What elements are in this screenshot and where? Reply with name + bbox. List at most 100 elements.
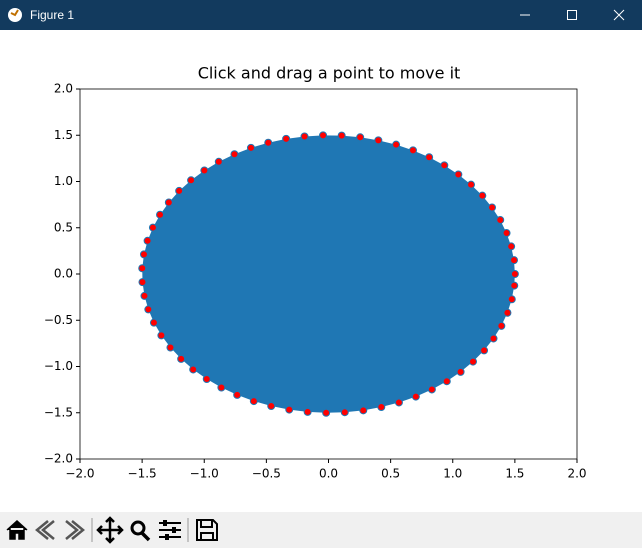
vertex-marker <box>356 133 365 142</box>
polygon <box>142 135 515 413</box>
vertex-marker <box>164 198 173 207</box>
forward-button[interactable] <box>65 520 85 540</box>
home-button[interactable] <box>6 519 28 540</box>
chart-title: Click and drag a point to move it <box>198 64 461 83</box>
y-tick-label: −2.0 <box>44 452 73 466</box>
x-tick-label: 0.5 <box>381 467 400 481</box>
x-tick-label: 1.5 <box>505 467 524 481</box>
vertex-marker <box>496 215 505 224</box>
title-bar-icons <box>8 8 625 22</box>
vertex-marker <box>177 354 186 363</box>
vertex-marker <box>456 367 465 376</box>
vertex-marker <box>139 250 148 259</box>
vertex-marker <box>411 392 420 401</box>
vertex-marker <box>230 150 239 159</box>
vertex-marker <box>264 138 273 147</box>
vertex-marker <box>319 131 328 140</box>
vertex-marker <box>425 153 434 162</box>
figure: Click and drag a point to move it −2.0 −1… <box>44 64 587 481</box>
vertex-marker <box>440 161 449 170</box>
vertex-marker <box>214 157 223 166</box>
vertex-marker <box>394 398 403 407</box>
vertex-marker <box>469 357 478 366</box>
vertex-marker <box>282 134 291 143</box>
vertex-marker <box>374 136 383 145</box>
vertex-marker <box>427 385 436 394</box>
toolbar-icons <box>6 516 218 544</box>
vertex-marker <box>189 365 198 374</box>
vertex-marker <box>300 132 309 141</box>
x-tick-label: 1.0 <box>443 467 462 481</box>
window-title: Figure 1 <box>30 8 75 22</box>
maximize-button[interactable] <box>567 10 577 20</box>
vertex-marker <box>246 143 255 152</box>
vertex-marker <box>285 405 294 414</box>
vertex-marker <box>267 401 276 410</box>
vertex-marker <box>187 176 196 185</box>
title-bar: Figure 1 <box>0 0 642 30</box>
pan-button[interactable] <box>96 516 124 544</box>
vertex-marker <box>507 295 516 304</box>
y-tick-label: 1.5 <box>54 128 73 142</box>
configure-button[interactable] <box>159 522 181 538</box>
y-tick-label: 0.0 <box>54 267 73 281</box>
vertex-marker <box>359 406 368 415</box>
vertex-marker <box>249 397 258 406</box>
vertex-marker <box>233 390 242 399</box>
vertex-marker <box>144 305 153 314</box>
close-button[interactable] <box>613 9 625 21</box>
vertex-marker <box>138 264 147 273</box>
vertex-marker <box>340 408 349 417</box>
vertex-marker <box>497 321 506 330</box>
vertex-marker <box>480 346 489 355</box>
x-tick-label: 0.0 <box>319 467 338 481</box>
vertex-marker <box>149 318 158 327</box>
vertex-marker <box>467 180 476 189</box>
vertex-marker <box>510 281 519 290</box>
save-button[interactable] <box>196 519 218 541</box>
vertex-marker <box>489 334 498 343</box>
y-tick-label: −0.5 <box>44 313 73 327</box>
vertex-marker <box>148 223 157 232</box>
vertex-marker <box>442 377 451 386</box>
vertex-marker <box>478 191 487 200</box>
vertex-marker <box>166 343 175 352</box>
vertex-marker <box>502 229 511 238</box>
vertex-marker <box>322 408 331 417</box>
y-tick-label: −1.5 <box>44 405 73 419</box>
vertex-marker <box>157 331 166 340</box>
y-tick-label: 1.0 <box>54 174 73 188</box>
back-button[interactable] <box>35 520 55 540</box>
zoom-button[interactable] <box>130 520 146 536</box>
x-tick-label: −2.0 <box>65 467 94 481</box>
app-icon-detail <box>10 9 19 17</box>
vertex-marker <box>392 140 401 149</box>
vertex-marker <box>337 131 346 140</box>
toolbar <box>0 512 642 548</box>
vertex-marker <box>507 242 516 251</box>
x-tick-label: −0.5 <box>252 467 281 481</box>
vertex-marker <box>156 210 165 219</box>
vertex-marker <box>510 270 519 278</box>
x-tick-label: 2.0 <box>567 467 586 481</box>
y-tick-label: 2.0 <box>54 82 73 96</box>
vertex-marker <box>510 256 519 265</box>
y-tick-label: 0.5 <box>54 220 73 234</box>
y-tick-label: −1.0 <box>44 359 73 373</box>
vertex-marker <box>454 170 463 179</box>
vertex-marker <box>138 278 147 287</box>
vertex-marker <box>200 166 209 175</box>
vertex-marker <box>408 146 417 155</box>
x-tick-label: −1.0 <box>190 467 219 481</box>
x-tick-label: −1.5 <box>128 467 157 481</box>
vertex-marker <box>488 203 497 212</box>
vertex-marker <box>217 383 226 392</box>
vertex-marker <box>377 403 386 412</box>
vertex-marker <box>175 186 184 195</box>
vertex-marker <box>143 236 152 245</box>
vertex-marker <box>503 308 512 317</box>
vertex-marker <box>303 407 312 416</box>
vertex-marker <box>202 374 211 383</box>
vertex-marker <box>140 291 149 300</box>
